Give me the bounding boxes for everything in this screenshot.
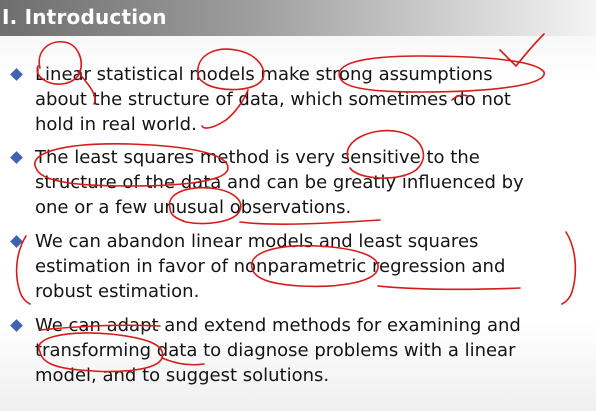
bullet-line: We can adapt and extend methods for exam… bbox=[35, 315, 521, 336]
bullet-line: transforming data to diagnose problems w… bbox=[35, 340, 516, 361]
title-bar: I. Introduction bbox=[0, 0, 596, 36]
diamond-bullet-icon bbox=[10, 151, 23, 164]
bullet-line: model, and to suggest solutions. bbox=[35, 365, 330, 386]
bullet-line: We can abandon linear models and least s… bbox=[35, 231, 479, 252]
slide-title: I. Introduction bbox=[2, 5, 167, 29]
bullet-text: Linear statistical models make strong as… bbox=[35, 62, 591, 137]
bullet-line: The least squares method is very sensiti… bbox=[35, 147, 480, 168]
bullet-line: one or a few unusual observations. bbox=[35, 197, 352, 218]
bullet-text: We can abandon linear models and least s… bbox=[35, 229, 591, 304]
diamond-bullet-icon bbox=[10, 68, 23, 81]
bullet-text: We can adapt and extend methods for exam… bbox=[35, 313, 591, 388]
diamond-bullet-icon bbox=[10, 319, 23, 332]
bullet-text: The least squares method is very sensiti… bbox=[35, 145, 591, 220]
bullet-line: estimation in favor of nonparametric reg… bbox=[35, 256, 506, 277]
bullet-line: Linear statistical models make strong as… bbox=[35, 64, 493, 85]
bullet-line: robust estimation. bbox=[35, 281, 200, 302]
bullet-line: hold in real world. bbox=[35, 114, 197, 135]
bullet-line: about the structure of data, which somet… bbox=[35, 89, 511, 110]
bullet-line: structure of the data and can be greatly… bbox=[35, 172, 524, 193]
diamond-bullet-icon bbox=[10, 235, 23, 248]
